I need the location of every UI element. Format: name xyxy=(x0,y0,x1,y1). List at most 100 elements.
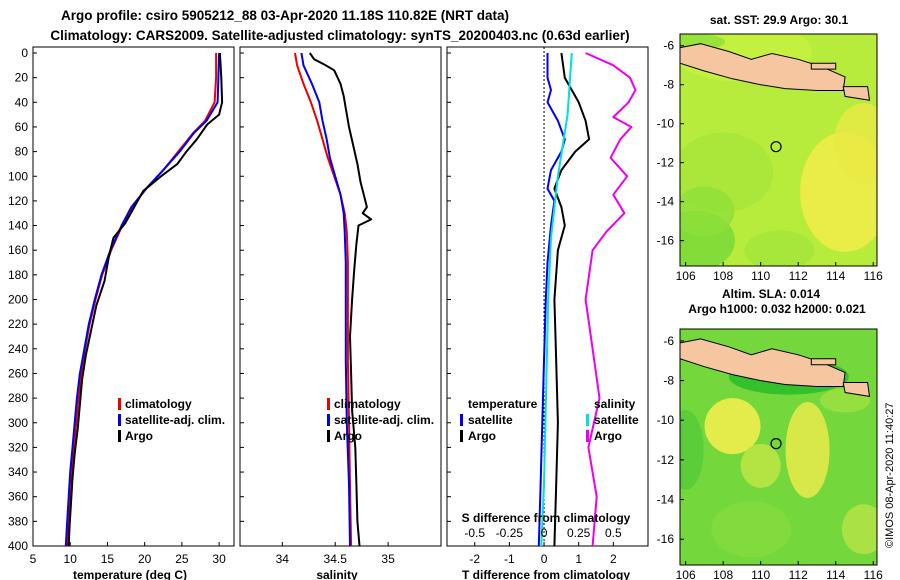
temperature-legend: climatology satellite-adj. clim. Argo xyxy=(118,397,225,443)
s-diff-tick-label: 0.25 xyxy=(567,526,591,540)
legend-t-argo-label: Argo xyxy=(468,429,496,443)
x-tick-label: -2 xyxy=(469,552,480,566)
lat-tick-label: -10 xyxy=(657,413,675,427)
sst-map: 106 108 110 112 114 116 -6 -8 -10 -12 -14 -16 xyxy=(657,33,883,283)
legend-argo-label: Argo xyxy=(334,429,362,443)
legend-satellite-label: satellite-adj. clim. xyxy=(334,413,434,427)
x-tick-label: 1 xyxy=(575,552,582,566)
series-line-argo xyxy=(308,52,373,546)
lat-tick-label: -6 xyxy=(663,39,674,53)
imos-credit: ©IMOS 08-Apr-2020 11:40:27 xyxy=(884,403,896,548)
figure-title-line1: Argo profile: csiro 5905212_88 03-Apr-20… xyxy=(61,8,509,23)
salinity-legend: climatology satellite-adj. clim. Argo xyxy=(327,397,434,443)
depth-tick-label: 40 xyxy=(15,95,29,109)
depth-tick-label: 0 xyxy=(21,46,28,60)
series-line-temperature-argo xyxy=(553,52,591,546)
field-patch xyxy=(740,443,781,488)
s-diff-tick-label: 0.5 xyxy=(605,526,622,540)
legend-climatology-swatch xyxy=(118,398,121,410)
madura-landmass xyxy=(810,358,837,366)
lat-tick-label: -16 xyxy=(657,532,675,546)
field-patch xyxy=(833,103,877,184)
s-diff-tick-label: -0.25 xyxy=(496,526,524,540)
x-tick-label: -1 xyxy=(504,552,515,566)
map-frame xyxy=(679,328,878,566)
x-tick-label: 2 xyxy=(610,552,617,566)
lat-tick-label: -10 xyxy=(657,117,675,131)
depth-tick-label: 20 xyxy=(15,71,29,85)
field-patch xyxy=(841,504,877,555)
depth-tick-label: 220 xyxy=(8,317,28,331)
field-patch xyxy=(704,398,761,455)
lon-tick-label: 108 xyxy=(713,269,733,283)
depth-tick-label: 120 xyxy=(8,194,28,208)
depth-axis: 0 20 40 60 80 100 120 140 160 180 200 220 240 260 280 3… xyxy=(8,46,451,553)
x-tick-label: 34 xyxy=(276,552,290,566)
depth-tick-label: 360 xyxy=(8,490,28,504)
depth-tick-label: 260 xyxy=(8,366,28,380)
temperature-profile-plot: 5 10 15 20 25 30 xyxy=(30,52,226,566)
madura-landmass xyxy=(810,62,837,70)
s-diff-tick-label: -0.5 xyxy=(464,526,485,540)
lon-tick-label: 108 xyxy=(713,568,733,580)
legend-climatology-label: climatology xyxy=(125,397,192,411)
difference-profile-plot: -2 -1 0 1 2 -0.5 -0.25 0 0.25 0.5 xyxy=(464,47,637,566)
lon-tick-label: 106 xyxy=(676,269,696,283)
lat-tick-label: -8 xyxy=(663,78,674,92)
x-tick-label: 0 xyxy=(541,552,548,566)
java-landmass xyxy=(680,338,846,387)
x-tick-label: 34.5 xyxy=(324,552,348,566)
field-patch xyxy=(744,230,815,266)
salinity-profile-plot: 34 34.5 35 xyxy=(276,52,395,566)
legend-s-satellite-swatch xyxy=(586,414,589,426)
java-landmass xyxy=(680,43,846,91)
depth-tick-label: 380 xyxy=(8,514,28,528)
x-tick-label: 25 xyxy=(175,552,189,566)
lon-tick-label: 114 xyxy=(826,568,845,580)
sla-map: 106 108 110 112 114 116 -6 -8 -10 -12 -14 -16 xyxy=(657,328,883,580)
x-tick-label: 5 xyxy=(30,552,37,566)
salinity-panel-frame xyxy=(239,46,442,547)
depth-tick-label: 100 xyxy=(8,169,28,183)
legend-satellite-swatch xyxy=(118,414,121,426)
depth-tick-label: 280 xyxy=(8,391,28,405)
bali-landmass xyxy=(842,382,871,398)
lon-tick-label: 110 xyxy=(751,568,770,580)
depth-tick-label: 300 xyxy=(8,416,28,430)
legend-t-satellite-swatch xyxy=(460,414,463,426)
depth-tick-label: 140 xyxy=(8,219,28,233)
depth-tick-label: 240 xyxy=(8,342,28,356)
series-line-satellite-adj-clim- xyxy=(300,52,351,546)
legend-salinity-title: salinity xyxy=(594,397,636,411)
legend-climatology-swatch xyxy=(327,398,330,410)
tdiff-axis-label: T difference from climatology xyxy=(462,568,630,580)
depth-tick-label: 320 xyxy=(8,440,28,454)
lon-tick-label: 112 xyxy=(789,269,808,283)
lon-tick-label: 110 xyxy=(751,269,770,283)
lat-tick-label: -12 xyxy=(657,453,675,467)
lon-tick-label: 106 xyxy=(676,568,696,580)
lat-tick-label: -16 xyxy=(657,234,675,248)
temperature-axis-label: temperature (deg C) xyxy=(73,568,187,580)
depth-tick-label: 80 xyxy=(15,145,29,159)
depth-tick-label: 160 xyxy=(8,243,28,257)
depth-tick-label: 60 xyxy=(15,120,29,134)
depth-tick-label: 340 xyxy=(8,465,28,479)
lat-tick-label: -8 xyxy=(663,374,674,388)
legend-argo-swatch xyxy=(118,430,121,442)
legend-argo-label: Argo xyxy=(125,429,153,443)
series-line-argo xyxy=(67,52,224,546)
lon-tick-label: 112 xyxy=(789,568,808,580)
x-tick-label: 30 xyxy=(212,552,226,566)
legend-s-argo-label: Argo xyxy=(594,429,622,443)
field-patch xyxy=(680,409,704,490)
series-line-salinity-satellite xyxy=(540,52,573,546)
lon-tick-label: 116 xyxy=(864,269,883,283)
legend-argo-swatch xyxy=(327,430,330,442)
sla-map-title-line1: Altim. SLA: 0.014 xyxy=(722,287,820,301)
map-frame xyxy=(679,33,878,267)
temperature-panel-frame xyxy=(32,46,235,547)
argo-position-marker xyxy=(770,438,782,450)
x-tick-label: 10 xyxy=(64,552,78,566)
